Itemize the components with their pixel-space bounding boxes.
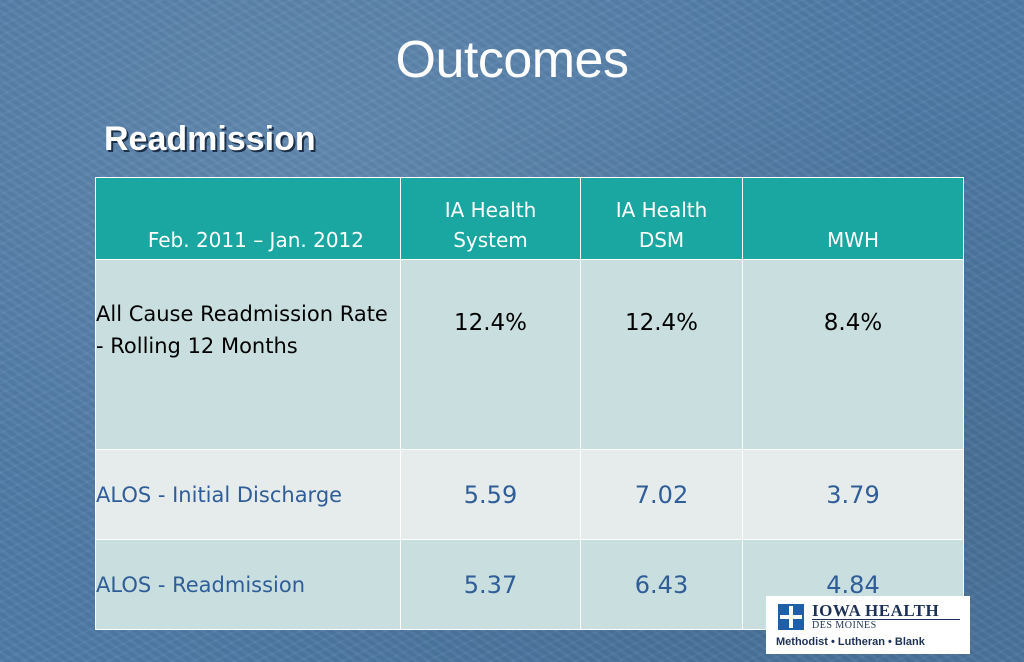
table-row: ALOS - Initial Discharge 5.59 7.02 3.79 [95,449,964,540]
header-ia-health-system: IA Health System [400,177,581,260]
readmission-table: Feb. 2011 – Jan. 2012 IA Health System I… [95,177,964,630]
cell-value: 6.43 [580,539,743,630]
header-period: Feb. 2011 – Jan. 2012 [95,177,401,260]
iowa-health-logo: IOWA HEALTH DES MOINES Methodist • Luthe… [766,596,970,654]
cell-value: 8.4% [742,259,964,450]
row-label-alos-readmission: ALOS - Readmission [95,539,401,630]
cell-value: 12.4% [580,259,743,450]
cross-icon [778,604,804,630]
section-subtitle: Readmission [104,120,316,158]
header-ia-health-dsm: IA Health DSM [580,177,743,260]
row-label-line2: - Rolling 12 Months [96,334,298,358]
logo-hospitals: Methodist • Lutheran • Blank [776,636,925,648]
header-dsm-line2: DSM [638,228,685,252]
logo-location: DES MOINES [812,620,877,631]
logo-name: IOWA HEALTH [812,601,940,620]
row-label-readmission-rate: All Cause Readmission Rate - Rolling 12 … [95,259,401,450]
cell-value: 12.4% [400,259,581,450]
header-mwh: MWH [742,177,964,260]
cell-value: 5.59 [400,449,581,540]
table-header-row: Feb. 2011 – Jan. 2012 IA Health System I… [95,177,964,260]
header-period-text: Feb. 2011 – Jan. 2012 [147,228,364,252]
cell-value: 5.37 [400,539,581,630]
table-row: ALOS - Readmission 5.37 6.43 4.84 [95,539,964,630]
row-label-line1: All Cause Readmission Rate [96,302,388,326]
slide-title: Outcomes [395,31,629,89]
header-system-line2: System [453,228,528,252]
header-dsm-line1: IA Health [615,198,708,222]
header-mwh-text: MWH [826,228,880,252]
table-row: All Cause Readmission Rate - Rolling 12 … [95,259,964,450]
header-system-line1: IA Health [444,198,537,222]
cell-value: 3.79 [742,449,964,540]
row-label-alos-initial: ALOS - Initial Discharge [95,449,401,540]
logo-divider [812,619,960,620]
cell-value: 7.02 [580,449,743,540]
